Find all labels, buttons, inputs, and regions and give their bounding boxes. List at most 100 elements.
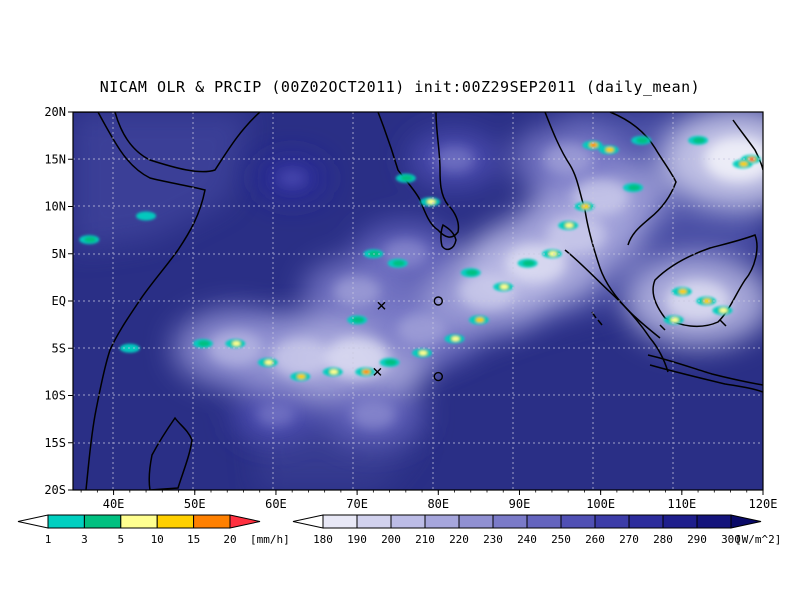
precip-cell-5 bbox=[558, 220, 579, 230]
precip-colorbar-segment bbox=[120, 514, 158, 529]
precip-cell-3 bbox=[598, 145, 619, 155]
olr-colorbar-segment bbox=[662, 514, 698, 529]
y-tick-label: 10N bbox=[44, 200, 66, 214]
olr-cloud-core-6 bbox=[546, 215, 607, 254]
olr-colorbar: 180 190 200 210 220 230 240 250 260 270 280 290 300[… bbox=[292, 514, 781, 546]
y-tick-label: EQ bbox=[52, 294, 66, 308]
precip-colorbar-segment bbox=[193, 514, 231, 529]
precip-cell-4 bbox=[574, 202, 595, 211]
olr-cloud-core-10 bbox=[333, 276, 381, 307]
x-tick-label: 100E bbox=[586, 497, 615, 511]
precip-cell-31 bbox=[688, 135, 709, 145]
y-tick-label: 15N bbox=[44, 152, 66, 166]
x-tick-label: 90E bbox=[509, 497, 531, 511]
precip-cell-30 bbox=[631, 135, 652, 145]
precip-colorbar-level-label: 1 bbox=[45, 533, 52, 546]
x-tick-label: 60E bbox=[265, 497, 287, 511]
x-tick-label: 50E bbox=[184, 497, 206, 511]
coast-india bbox=[377, 112, 460, 238]
precip-colorbar-level-label: 15 bbox=[187, 533, 200, 546]
olr-colorbar-level-label: 260 bbox=[585, 533, 605, 546]
precip-cell-25 bbox=[387, 258, 408, 268]
precip-colorbar-unit: [mm/h] bbox=[250, 533, 290, 546]
olr-colorbar-level-label: 240 bbox=[517, 533, 537, 546]
olr-cloud-core-16 bbox=[257, 402, 295, 427]
y-tick-label: 20N bbox=[44, 105, 66, 119]
coast-sumatra bbox=[564, 249, 669, 373]
chart-title: NICAM OLR & PRCIP (00Z02OCT2011) init:00… bbox=[99, 78, 701, 96]
olr-cloud-core-1 bbox=[270, 338, 331, 377]
precip-cell-10 bbox=[444, 334, 465, 344]
precip-cell-16 bbox=[257, 357, 278, 367]
precip-cell-24 bbox=[395, 173, 416, 183]
precip-cell-0 bbox=[740, 154, 761, 164]
olr-colorbar-segment bbox=[594, 514, 630, 529]
precip-colorbar-max-arrow bbox=[229, 514, 261, 529]
olr-colorbar-level-label: 180 bbox=[313, 533, 333, 546]
x-tick-label: 110E bbox=[667, 497, 696, 511]
olr-cloud-core-4 bbox=[458, 273, 516, 310]
olr-cloud-core-14 bbox=[277, 168, 308, 188]
precip-cell-12 bbox=[379, 357, 400, 367]
olr-colorbar-level-label: 220 bbox=[449, 533, 469, 546]
precip-cell-13 bbox=[355, 367, 376, 377]
precip-colorbar-segment bbox=[83, 514, 122, 529]
precip-cell-2 bbox=[582, 140, 603, 150]
precip-colorbar-level-label: 20 bbox=[223, 533, 236, 546]
precip-colorbar-segment bbox=[156, 514, 195, 529]
olr-colorbar-level-label: 210 bbox=[415, 533, 435, 546]
y-tick-label: 5N bbox=[52, 247, 66, 261]
y-tick-label: 10S bbox=[44, 389, 66, 403]
olr-colorbar-level-label: 250 bbox=[551, 533, 571, 546]
precip-cell-1 bbox=[732, 159, 753, 169]
precip-cell-34 bbox=[136, 211, 157, 221]
x-tick-label: 40E bbox=[103, 497, 125, 511]
precip-cell-14 bbox=[322, 367, 343, 377]
x-tick-label: 120E bbox=[749, 497, 778, 511]
coast-srilanka bbox=[440, 223, 457, 251]
precip-cell-20 bbox=[696, 296, 717, 306]
precip-cell-22 bbox=[663, 315, 684, 325]
olr-cloud-core-0 bbox=[324, 337, 390, 379]
olr-colorbar-level-label: 300 bbox=[721, 533, 741, 546]
olr-colorbar-level-label: 280 bbox=[653, 533, 673, 546]
precip-cell-18 bbox=[192, 339, 213, 349]
map-marker-1 bbox=[373, 367, 382, 376]
precip-colorbar: 1 3 5 10 15 20 [mm/h] bbox=[17, 514, 290, 546]
precip-cell-19 bbox=[671, 287, 692, 297]
precip-colorbar-segment bbox=[47, 514, 85, 529]
precip-cell-32 bbox=[79, 235, 100, 245]
precip-cell-23 bbox=[420, 197, 441, 207]
precip-colorbar-min-arrow bbox=[17, 514, 49, 529]
olr-colorbar-max-arrow bbox=[730, 514, 762, 529]
map-marker-0 bbox=[377, 301, 386, 310]
map-marker-3 bbox=[433, 371, 443, 382]
olr-colorbar-segment bbox=[526, 514, 562, 529]
grid-lines bbox=[73, 112, 763, 490]
olr-colorbar-level-label: 190 bbox=[347, 533, 367, 546]
precip-cell-9 bbox=[468, 315, 489, 325]
precip-cell-29 bbox=[623, 183, 644, 193]
olr-colorbar-segment bbox=[628, 514, 664, 529]
coast-small-islands bbox=[591, 311, 727, 331]
precip-cell-17 bbox=[225, 339, 246, 349]
olr-cloud-core-2 bbox=[208, 330, 263, 366]
precip-cell-28 bbox=[460, 268, 481, 278]
olr-colorbar-level-label: 200 bbox=[381, 533, 401, 546]
x-tick-label: 70E bbox=[346, 497, 368, 511]
precip-cell-8 bbox=[493, 282, 514, 292]
olr-colorbar-segment bbox=[322, 514, 358, 529]
y-tick-label: 5S bbox=[52, 341, 66, 355]
precip-cell-6 bbox=[541, 249, 562, 259]
coast-arabia bbox=[114, 112, 261, 173]
olr-cloud-core-3 bbox=[397, 313, 447, 346]
map-marker-2 bbox=[433, 296, 443, 306]
olr-colorbar-segment bbox=[560, 514, 596, 529]
coast-indochina bbox=[609, 112, 677, 246]
olr-colorbar-segment bbox=[696, 514, 732, 529]
olr-colorbar-segment bbox=[492, 514, 528, 529]
olr-colorbar-segment bbox=[356, 514, 392, 529]
olr-colorbar-unit: [W/m^2] bbox=[735, 533, 781, 546]
y-tick-label: 15S bbox=[44, 436, 66, 450]
